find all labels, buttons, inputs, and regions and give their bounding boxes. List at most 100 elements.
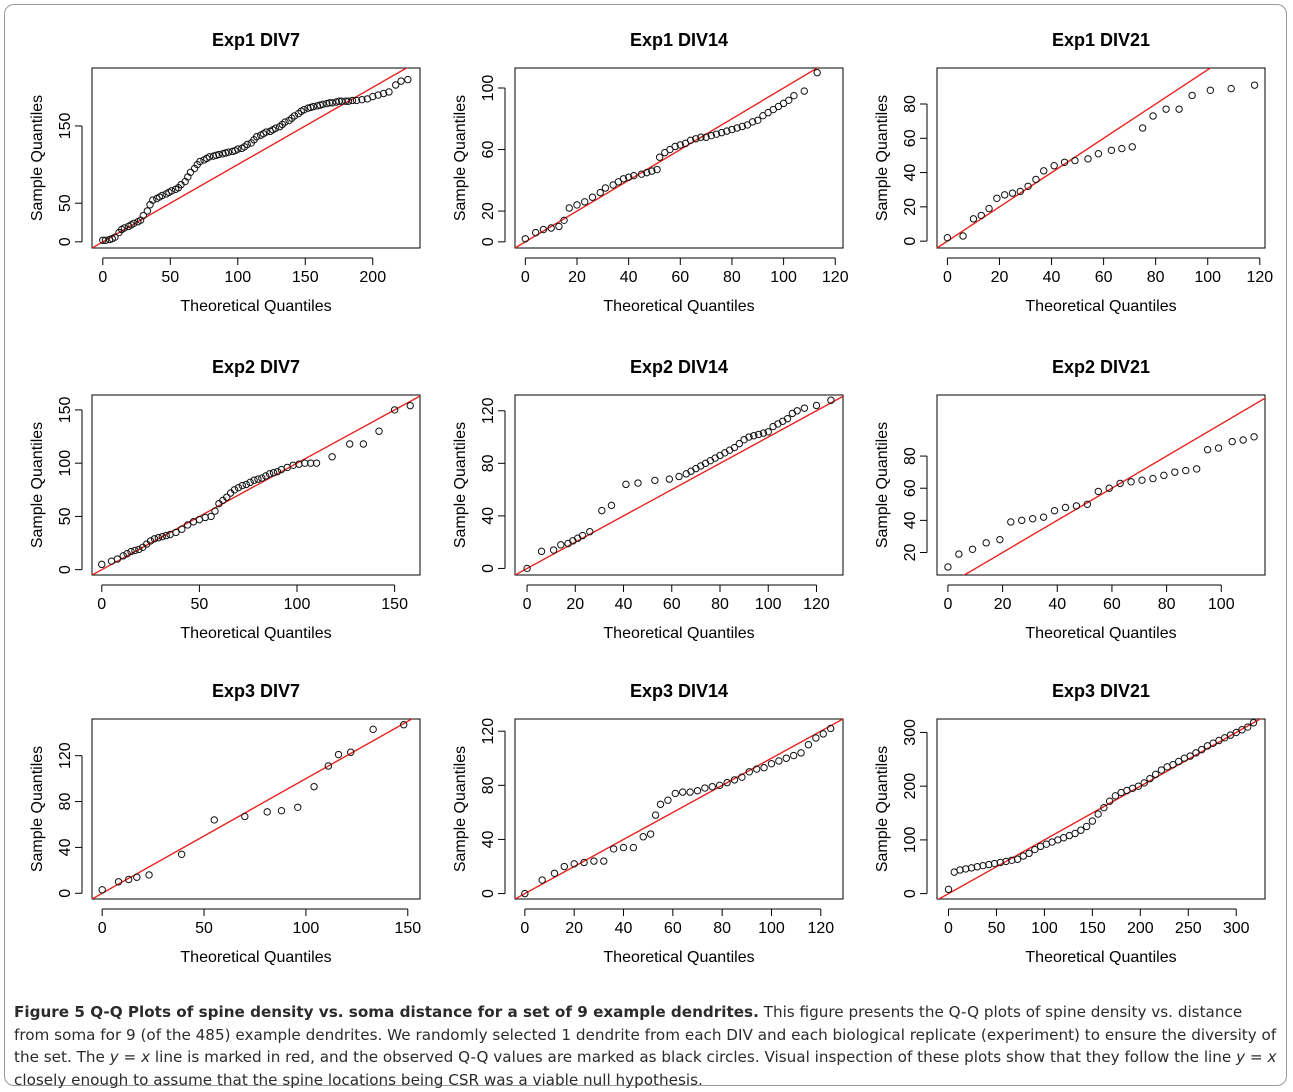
qq-data-point bbox=[139, 211, 147, 220]
qq-data-point bbox=[783, 414, 792, 423]
qq-data-point bbox=[750, 432, 758, 440]
qq-data-point bbox=[98, 886, 106, 894]
qq-data-point bbox=[590, 857, 598, 865]
y-tick-label: 80 bbox=[902, 95, 919, 113]
chart-title: Exp2 DIV21 bbox=[1052, 357, 1150, 377]
qq-data-point bbox=[1040, 167, 1048, 175]
qq-data-point bbox=[619, 843, 628, 852]
qq-data-point bbox=[523, 564, 531, 573]
qq-data-point bbox=[1031, 845, 1039, 854]
qq-data-point bbox=[300, 106, 308, 114]
y-tick-label: 80 bbox=[57, 793, 74, 811]
qq-data-point bbox=[1082, 822, 1091, 831]
qq-data-point bbox=[686, 136, 695, 145]
x-tick-label: 40 bbox=[615, 920, 633, 937]
qq-data-point bbox=[334, 750, 343, 759]
qq-data-point bbox=[234, 145, 242, 153]
qq-data-point bbox=[675, 472, 683, 481]
qq-data-point bbox=[242, 480, 250, 489]
qq-plot-panel: Exp2 DIV14 0 20 40 60 80 100 120 0 40 80 120 Theoret… bbox=[452, 357, 844, 642]
qq-data-point bbox=[1077, 826, 1085, 834]
qq-data-point bbox=[982, 539, 990, 547]
qq-data-point bbox=[312, 459, 321, 467]
qq-data-point bbox=[959, 232, 967, 240]
x-tick-label: 200 bbox=[1127, 920, 1154, 937]
qq-data-point bbox=[1060, 158, 1069, 166]
plot-frame bbox=[91, 718, 421, 900]
x-tick-label: 300 bbox=[1223, 920, 1250, 937]
qq-data-point bbox=[521, 889, 529, 898]
plot-frame bbox=[936, 67, 1266, 249]
qq-data-point bbox=[111, 233, 119, 241]
caption-text-1: This figure presents the Q-Q plots of sp… bbox=[14, 1003, 1277, 1067]
qq-data-point bbox=[790, 91, 798, 100]
qq-data-point bbox=[319, 100, 327, 109]
qq-data-point bbox=[1128, 143, 1136, 151]
qq-data-point bbox=[1032, 175, 1040, 184]
qq-plot-panel: Exp3 DIV21 0 50 100 150 200 250 300 0 100 200 300 Th… bbox=[874, 681, 1266, 966]
qq-data-point bbox=[1214, 444, 1223, 452]
qq-data-point bbox=[149, 196, 157, 204]
qq-data-point bbox=[580, 858, 588, 867]
x-tick-label: 20 bbox=[994, 596, 1012, 613]
qq-data-point bbox=[1083, 500, 1092, 508]
qq-data-point bbox=[733, 124, 741, 132]
qq-data-point bbox=[201, 513, 209, 522]
qq-data-point bbox=[238, 481, 247, 490]
x-tick-label: 150 bbox=[1079, 920, 1106, 937]
y-tick-label: 40 bbox=[57, 838, 74, 856]
plot-frame bbox=[936, 394, 1266, 576]
x-tick-label: 0 bbox=[98, 920, 107, 937]
qq-data-point bbox=[598, 506, 606, 515]
x-tick-label: 0 bbox=[98, 269, 107, 286]
qq-data-point bbox=[310, 782, 318, 791]
qq-data-point bbox=[1192, 465, 1201, 473]
qq-data-point bbox=[637, 170, 646, 178]
qq-plot-panel: Exp3 DIV14 0 20 40 60 80 100 120 0 40 80 120 Theoret… bbox=[452, 681, 844, 966]
x-tick-label: 150 bbox=[292, 269, 319, 286]
qq-data-point bbox=[990, 859, 999, 868]
qq-data-point bbox=[797, 749, 805, 757]
qq-data-point bbox=[812, 734, 820, 742]
qq-data-point bbox=[745, 433, 753, 441]
y-axis-label: Sample Quantiles bbox=[29, 422, 46, 548]
qq-data-point bbox=[158, 191, 166, 200]
x-tick-label: 100 bbox=[284, 596, 311, 613]
qq-data-point bbox=[1228, 437, 1236, 446]
qq-data-point bbox=[712, 130, 721, 138]
x-tick-label: 120 bbox=[822, 269, 849, 286]
qq-data-point bbox=[1186, 752, 1194, 760]
qq-data-point bbox=[359, 440, 368, 448]
y-tick-label: 60 bbox=[480, 141, 497, 159]
qq-data-point bbox=[655, 153, 664, 161]
y-tick-label: 100 bbox=[902, 826, 919, 853]
x-axis-label: Theoretical Quantiles bbox=[603, 949, 754, 966]
qq-data-point bbox=[570, 860, 578, 868]
x-tick-label: 60 bbox=[1095, 269, 1113, 286]
caption-text-2: line is marked in red, and the observed … bbox=[150, 1048, 1237, 1067]
qq-data-point bbox=[819, 730, 827, 738]
qq-data-point bbox=[1071, 156, 1079, 165]
qq-data-point bbox=[123, 549, 131, 558]
qq-data-point bbox=[973, 863, 981, 871]
chart-title: Exp3 DIV7 bbox=[212, 681, 300, 701]
x-axis-label: Theoretical Quantiles bbox=[603, 625, 754, 642]
x-tick-label: 100 bbox=[1031, 920, 1058, 937]
y-tick-label: 120 bbox=[480, 718, 497, 745]
x-tick-label: 100 bbox=[770, 269, 797, 286]
qq-data-point bbox=[1100, 803, 1108, 812]
qq-data-point bbox=[1175, 105, 1183, 113]
qq-data-point bbox=[1002, 857, 1010, 866]
qq-data-point bbox=[224, 148, 233, 156]
qq-data-point bbox=[1025, 849, 1033, 858]
qq-data-point bbox=[1084, 155, 1092, 163]
x-tick-label: 40 bbox=[615, 596, 633, 613]
qq-data-point bbox=[624, 173, 633, 181]
qq-data-point bbox=[131, 546, 139, 555]
y-tick-label: 0 bbox=[480, 564, 497, 573]
y-tick-label: 0 bbox=[57, 237, 74, 246]
qq-data-point bbox=[1227, 84, 1235, 93]
qq-data-point bbox=[167, 187, 176, 195]
x-tick-label: 0 bbox=[943, 269, 952, 286]
qq-data-point bbox=[1094, 150, 1103, 158]
